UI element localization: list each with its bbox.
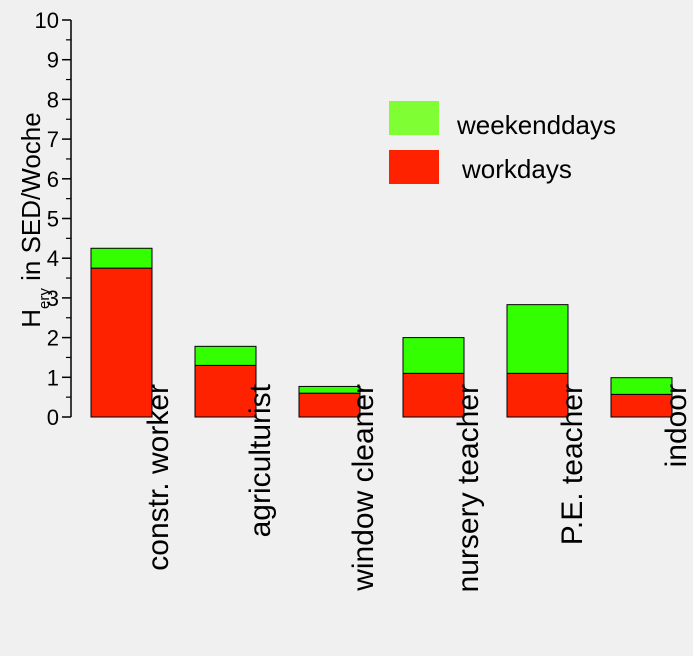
y-tick-label: 1 [47, 365, 59, 390]
y-axis-label-rest: in SED/Woche [16, 112, 46, 288]
y-tick-label: 10 [35, 8, 59, 33]
legend-swatch-workdays [389, 150, 439, 184]
y-tick-label: 4 [47, 246, 59, 271]
y-ticks: 0 1 2 3 4 5 6 7 8 9 10 [35, 8, 71, 430]
category-label: constr. worker [142, 384, 175, 571]
y-tick-label: 2 [47, 326, 59, 351]
bar-weekenddays [90, 247, 153, 269]
y-axis-label-main: H [16, 309, 46, 328]
category-label: indoor [660, 384, 693, 467]
bars-layer [90, 247, 673, 418]
y-axis-label-sub: ery [36, 288, 53, 309]
legend-label-weekenddays: weekenddays [456, 110, 616, 140]
y-axis-label: Hery in SED/Woche [16, 112, 53, 327]
bar-workdays [506, 372, 569, 418]
y-tick-label: 0 [47, 405, 59, 430]
y-tick-label: 5 [47, 207, 59, 232]
category-label: window cleaner [347, 384, 380, 592]
y-tick-label: 3 [47, 286, 59, 311]
bar-weekenddays [194, 345, 257, 366]
category-label: nursery teacher [452, 384, 485, 592]
legend-swatch-weekenddays [389, 101, 439, 135]
bar-workdays [90, 267, 153, 418]
bar-weekenddays [506, 304, 569, 374]
bar-weekenddays [402, 337, 465, 374]
bar-weekenddays [610, 377, 673, 395]
category-labels: constr. worker agriculturist window cleane… [142, 383, 693, 592]
y-tick-label: 6 [47, 167, 59, 192]
legend-label-workdays: workdays [461, 154, 572, 184]
y-tick-label: 9 [47, 48, 59, 73]
y-tick-label: 7 [47, 127, 59, 152]
y-tick-label: 8 [47, 87, 59, 112]
bar-weekenddays [298, 385, 361, 394]
bar-workdays [402, 372, 465, 418]
category-label: P.E. teacher [556, 384, 589, 545]
legend: weekenddays workdays [389, 101, 616, 184]
category-label: agriculturist [244, 383, 277, 537]
